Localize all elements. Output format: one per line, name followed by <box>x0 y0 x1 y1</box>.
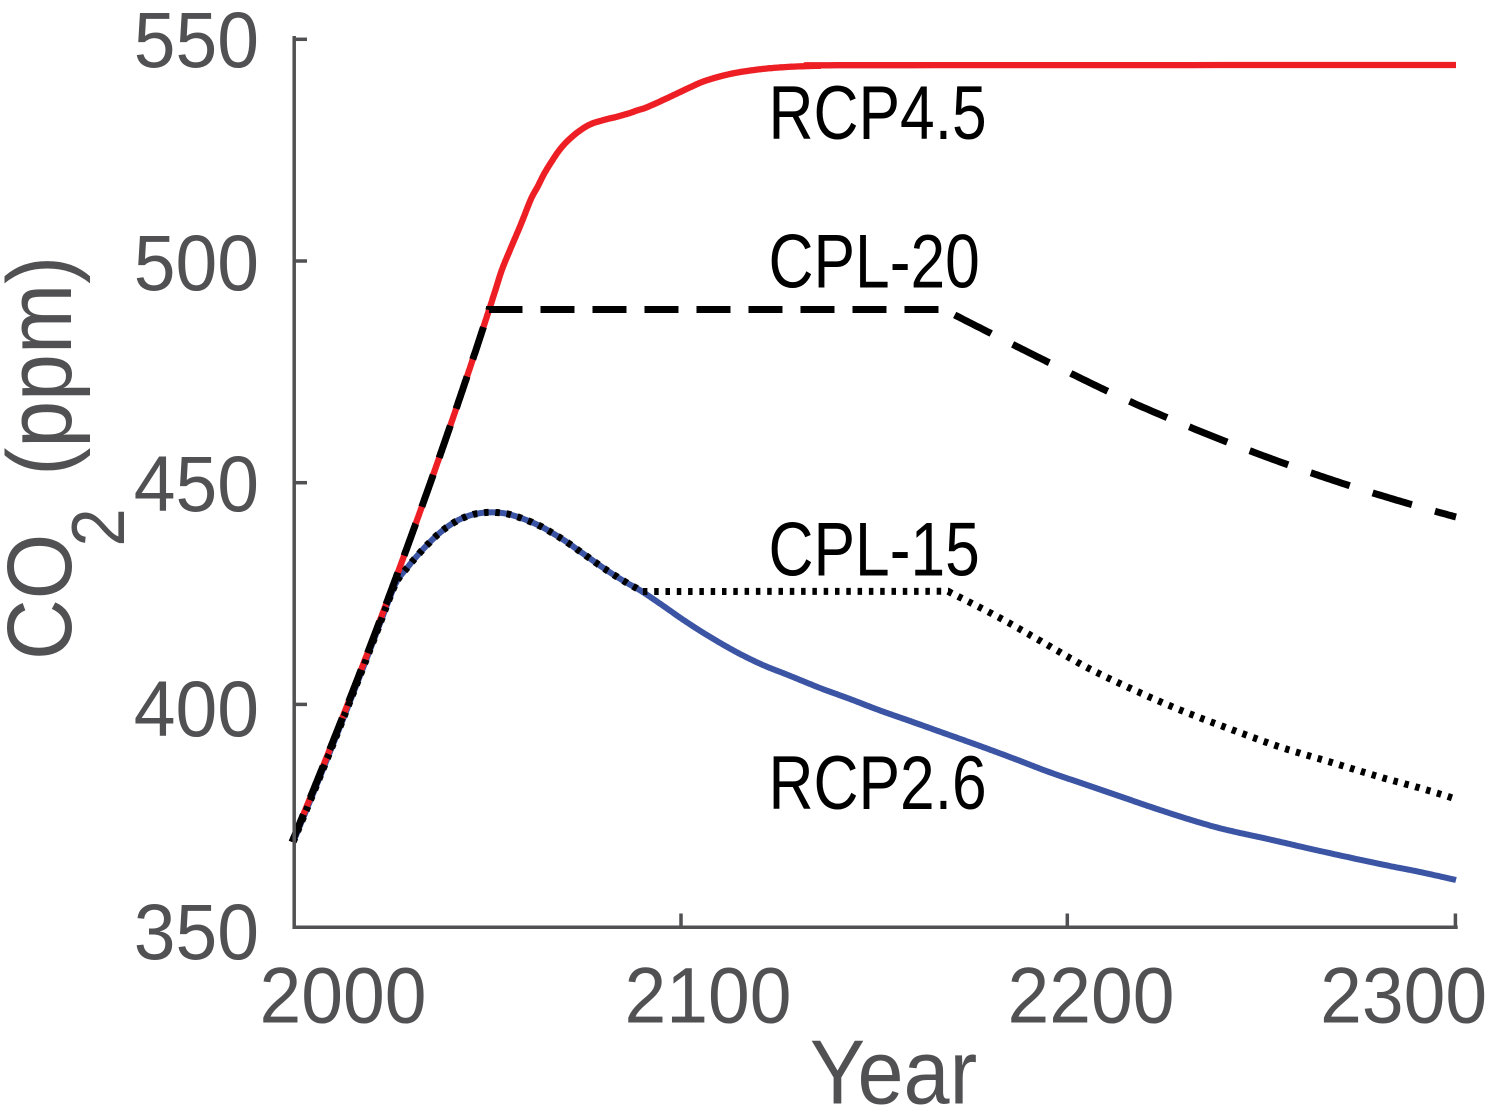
svg-text:RCP2.6: RCP2.6 <box>769 740 987 825</box>
svg-text:350: 350 <box>134 888 259 976</box>
svg-text:2100: 2100 <box>625 952 792 1040</box>
svg-text:2300: 2300 <box>1320 952 1487 1040</box>
svg-text:450: 450 <box>134 440 259 528</box>
svg-text:550: 550 <box>134 0 259 84</box>
svg-text:Year: Year <box>810 1022 977 1116</box>
svg-text:CPL-15: CPL-15 <box>769 507 980 592</box>
svg-text:RCP4.5: RCP4.5 <box>769 70 987 155</box>
svg-text:2200: 2200 <box>1008 952 1175 1040</box>
svg-text:400: 400 <box>134 665 259 753</box>
svg-text:CPL-20: CPL-20 <box>769 219 980 304</box>
svg-text:500: 500 <box>134 219 259 307</box>
svg-text:2000: 2000 <box>260 952 427 1040</box>
